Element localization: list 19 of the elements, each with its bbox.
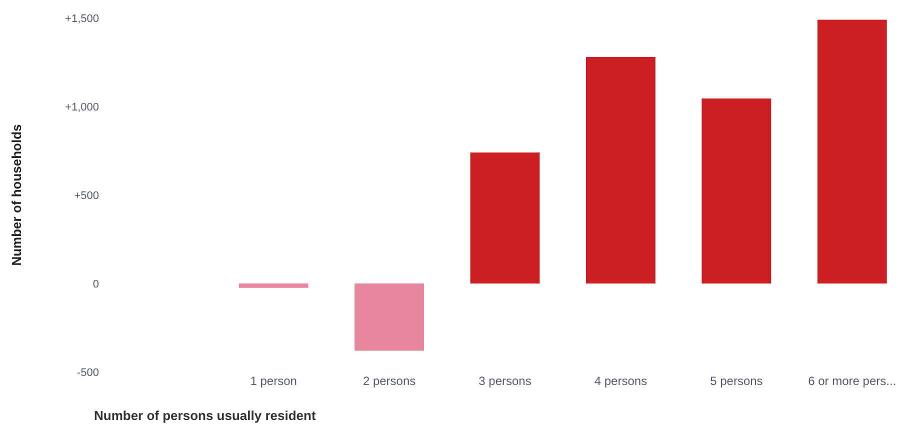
x-tick-label: 5 persons [710, 374, 763, 388]
y-tick-label: +500 [74, 190, 99, 202]
y-tick-label: 0 [92, 278, 99, 290]
bar [238, 284, 308, 288]
x-axis-title: Number of persons usually resident [94, 408, 316, 423]
y-axis-title: Number of households [8, 124, 24, 266]
bar [817, 20, 887, 284]
y-tick-label: +1,500 [65, 12, 99, 25]
x-tick-label: 2 persons [362, 374, 416, 388]
x-tick-label: 6 or more pers... [808, 374, 896, 388]
bar [702, 98, 772, 284]
x-tick-label: 1 person [250, 374, 297, 388]
y-tick-label: -500 [76, 366, 99, 379]
x-tick-label: 4 persons [594, 374, 648, 388]
bar [586, 56, 656, 284]
y-tick-label: +1,000 [65, 101, 99, 114]
bar [470, 152, 540, 284]
bar [354, 284, 424, 351]
x-tick-label: 3 persons [478, 374, 532, 388]
